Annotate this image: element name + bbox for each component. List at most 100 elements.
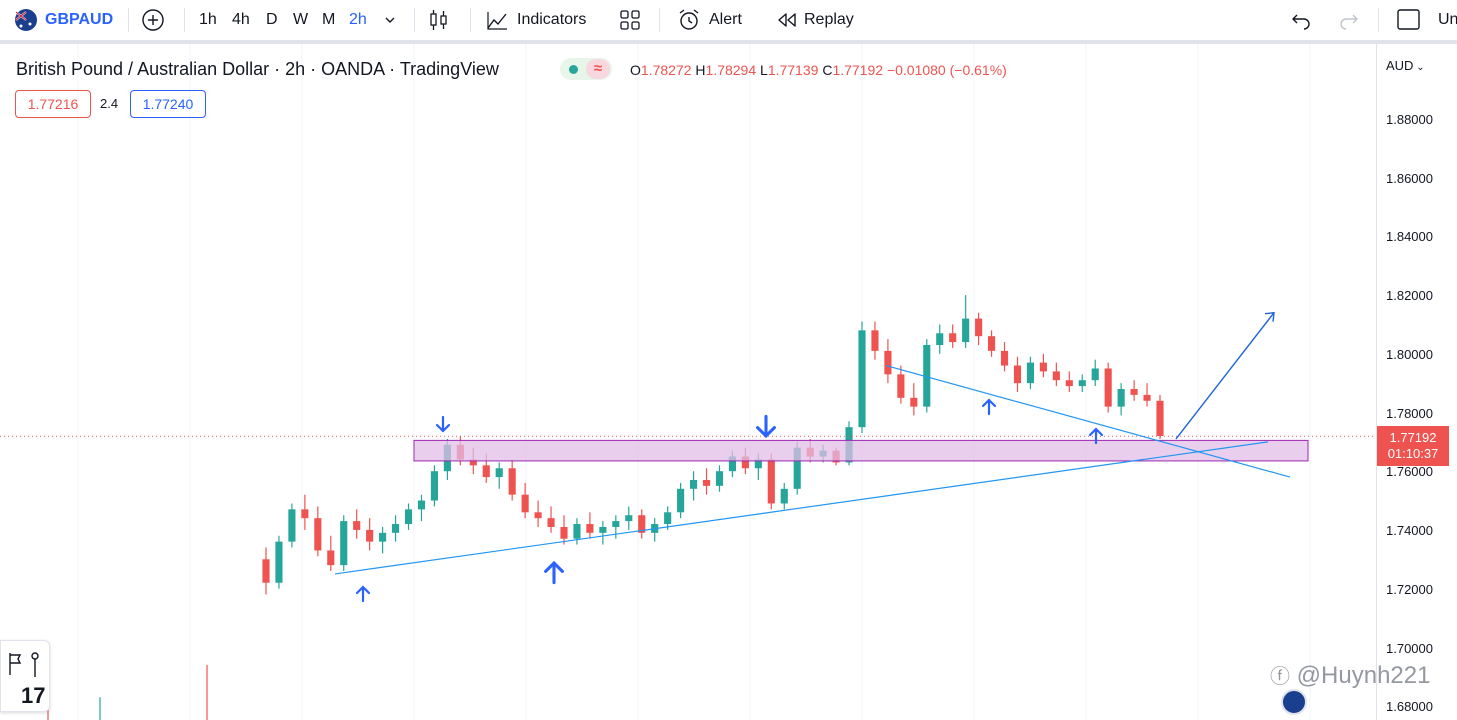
price-tick: 1.88000: [1386, 112, 1433, 127]
replay-button[interactable]: Replay: [804, 11, 854, 28]
candle-body: [430, 471, 438, 501]
replay-rewind-icon[interactable]: [775, 0, 799, 40]
candle: [884, 339, 892, 384]
candle-body: [534, 512, 542, 519]
candles-style-icon[interactable]: [428, 0, 450, 40]
candle-body: [262, 559, 270, 583]
currency-selector[interactable]: AUD ⌄: [1386, 58, 1425, 73]
alarm-clock-icon[interactable]: [676, 0, 702, 40]
price-tick: 1.68000: [1386, 699, 1433, 714]
candle: [353, 509, 361, 539]
candle: [715, 465, 724, 492]
grid: [77, 44, 1311, 720]
pin-icon[interactable]: [28, 651, 42, 684]
candle: [327, 535, 335, 571]
candle-body: [560, 526, 568, 539]
flag-drawing-icon[interactable]: [7, 651, 25, 682]
buy-button[interactable]: 1.77240: [130, 90, 206, 118]
tradingview-logo-icon[interactable]: 17: [21, 683, 46, 708]
high-value: 1.78294: [705, 62, 757, 78]
interval-1h[interactable]: 1h: [199, 11, 217, 28]
redo-icon[interactable]: [1338, 0, 1360, 40]
candle: [521, 482, 529, 519]
down-arrow-marker: [435, 415, 451, 433]
region-flag-icon[interactable]: [1281, 689, 1307, 715]
candle: [975, 312, 983, 345]
candle-body: [573, 524, 581, 539]
market-status-pill[interactable]: ≈: [560, 58, 612, 80]
chart-pane[interactable]: [0, 44, 1376, 720]
interval-4h[interactable]: 4h: [232, 11, 250, 28]
candle: [314, 506, 322, 557]
candle-body: [1104, 368, 1112, 407]
interval-2h-active[interactable]: 2h: [349, 11, 367, 28]
candle-body: [1091, 368, 1099, 381]
drawings: [0, 311, 1376, 603]
candle: [1013, 356, 1022, 392]
candle: [586, 512, 594, 539]
price-tick: 1.80000: [1386, 347, 1433, 362]
price-axis[interactable]: [1376, 44, 1457, 720]
interval-m[interactable]: M: [322, 11, 336, 28]
candlestick-chart[interactable]: [0, 44, 1376, 720]
candle-body: [962, 318, 970, 343]
candle: [702, 468, 711, 495]
ohlc-values: O1.78272 H1.78294 L1.77139 C1.77192 −0.0…: [630, 62, 1007, 78]
watermark-handle: @Huynh221: [1296, 662, 1431, 689]
candle: [767, 453, 775, 510]
chevron-down-icon[interactable]: [383, 0, 397, 40]
candle-body: [910, 397, 918, 407]
candle-body: [586, 524, 594, 533]
candle-body: [404, 509, 413, 525]
candle-body: [690, 480, 698, 489]
indicators-button[interactable]: Indicators: [517, 11, 587, 28]
candle: [612, 515, 620, 539]
candle: [1143, 383, 1151, 407]
candle: [638, 509, 646, 539]
symbol-name[interactable]: GBPAUD: [45, 11, 114, 28]
layout-grid-icon[interactable]: [619, 0, 641, 40]
candle-body: [923, 344, 931, 407]
candle-body: [728, 456, 736, 472]
price-tick: 1.82000: [1386, 288, 1433, 303]
last-price-value: 1.77192: [1389, 430, 1437, 445]
candle: [430, 465, 438, 507]
spread-value: 2.4: [100, 96, 119, 111]
candle-body: [638, 515, 646, 533]
price-tick: 1.84000: [1386, 229, 1433, 244]
low-value: 1.77139: [767, 62, 819, 78]
compare-add-icon[interactable]: [141, 0, 165, 40]
high-key: H: [695, 62, 706, 78]
candle: [910, 383, 918, 416]
price-tick: 1.86000: [1386, 171, 1433, 186]
undo-icon[interactable]: [1290, 0, 1312, 40]
interval-w[interactable]: W: [293, 11, 309, 28]
price-tick: 1.74000: [1386, 523, 1433, 538]
candle-body: [366, 529, 374, 542]
candle: [508, 459, 516, 501]
candle-body: [741, 456, 749, 469]
rising-trendline: [334, 441, 1269, 575]
candle: [1117, 383, 1125, 416]
divider: [414, 8, 415, 32]
unnamed-layout-icon[interactable]: [1396, 0, 1422, 40]
candle: [664, 506, 672, 530]
layout-name-truncated[interactable]: Un: [1438, 11, 1457, 28]
sell-button[interactable]: 1.77216: [15, 90, 91, 118]
indicators-icon[interactable]: [485, 0, 509, 40]
alert-button[interactable]: Alert: [709, 11, 742, 28]
interval-d[interactable]: D: [266, 11, 278, 28]
divider: [1378, 8, 1379, 32]
candle: [495, 462, 503, 489]
candle: [923, 339, 931, 413]
watermark-logo-icon: ⓕ: [1270, 666, 1290, 688]
candle: [392, 515, 400, 542]
resistance-support-zone: [413, 439, 1309, 462]
candle: [780, 482, 788, 510]
projection-arrowhead: [1264, 311, 1275, 322]
candle-body: [1026, 362, 1034, 384]
candle: [262, 547, 270, 595]
top-toolbar: GBPAUD 1h 4h D W M 2h Indicators Alert R…: [0, 0, 1457, 44]
candle-body: [469, 459, 477, 466]
chart-legend-title[interactable]: British Pound / Australian Dollar · 2h ·…: [16, 59, 499, 79]
